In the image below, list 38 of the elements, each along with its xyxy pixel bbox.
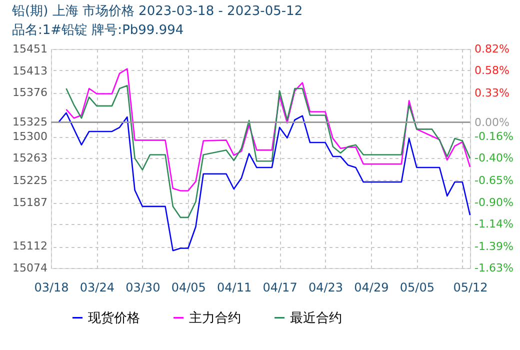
x-tick-label: 04/05 [171, 280, 206, 294]
x-tick-label: 04/23 [308, 280, 344, 294]
y2-tick-label: 0.82% [474, 42, 510, 56]
y2-tick-label: -0.90% [474, 196, 514, 210]
y-tick-label: 15225 [12, 174, 48, 187]
y-tick-label: 15376 [12, 86, 48, 100]
y2-tick-label: 0.00% [474, 116, 510, 129]
chart-title: 铅(期) 上海 市场价格 2023-03-18 - 2023-05-12 [11, 4, 303, 19]
x-tick-label: 04/17 [262, 280, 298, 294]
y-tick-label: 15187 [12, 196, 48, 209]
y2-tick-label: 0.58% [474, 64, 510, 77]
x-tick-label: 05/05 [400, 280, 434, 294]
y2-tick-label: -1.39% [474, 240, 514, 254]
line-series [66, 68, 471, 192]
x-tick-label: 04/29 [354, 280, 389, 294]
chart-subtitle: 品名:1#铅锭 牌号:Pb99.994 [12, 23, 184, 38]
line-series [66, 84, 471, 218]
y-tick-label: 15263 [12, 152, 48, 165]
y-tick-label: 15074 [12, 262, 48, 274]
y-tick-label: 15451 [12, 42, 48, 56]
x-tick-label: 05/12 [453, 280, 488, 294]
legend-label: 最近合约 [290, 310, 342, 326]
x-tick-label: 04/11 [217, 280, 252, 294]
x-tick-label: 03/24 [80, 280, 115, 294]
y-tick-label: 15413 [12, 64, 48, 78]
x-tick-label: 03/18 [34, 280, 69, 294]
y-tick-label: 15300 [12, 130, 48, 144]
y-tick-label: 15112 [12, 239, 48, 252]
y2-tick-label: 0.33% [474, 86, 510, 100]
legend-label: 主力合约 [189, 310, 241, 326]
y2-tick-label: -0.16% [474, 130, 514, 144]
y2-tick-label: -0.65% [474, 174, 514, 187]
y2-tick-label: -1.14% [474, 218, 514, 231]
y2-tick-label: -1.63% [474, 262, 514, 274]
x-tick-label: 03/30 [126, 280, 160, 294]
y2-tick-label: -0.40% [474, 152, 514, 165]
y-tick-label: 15325 [12, 116, 48, 129]
legend-label: 现货价格 [88, 310, 140, 326]
